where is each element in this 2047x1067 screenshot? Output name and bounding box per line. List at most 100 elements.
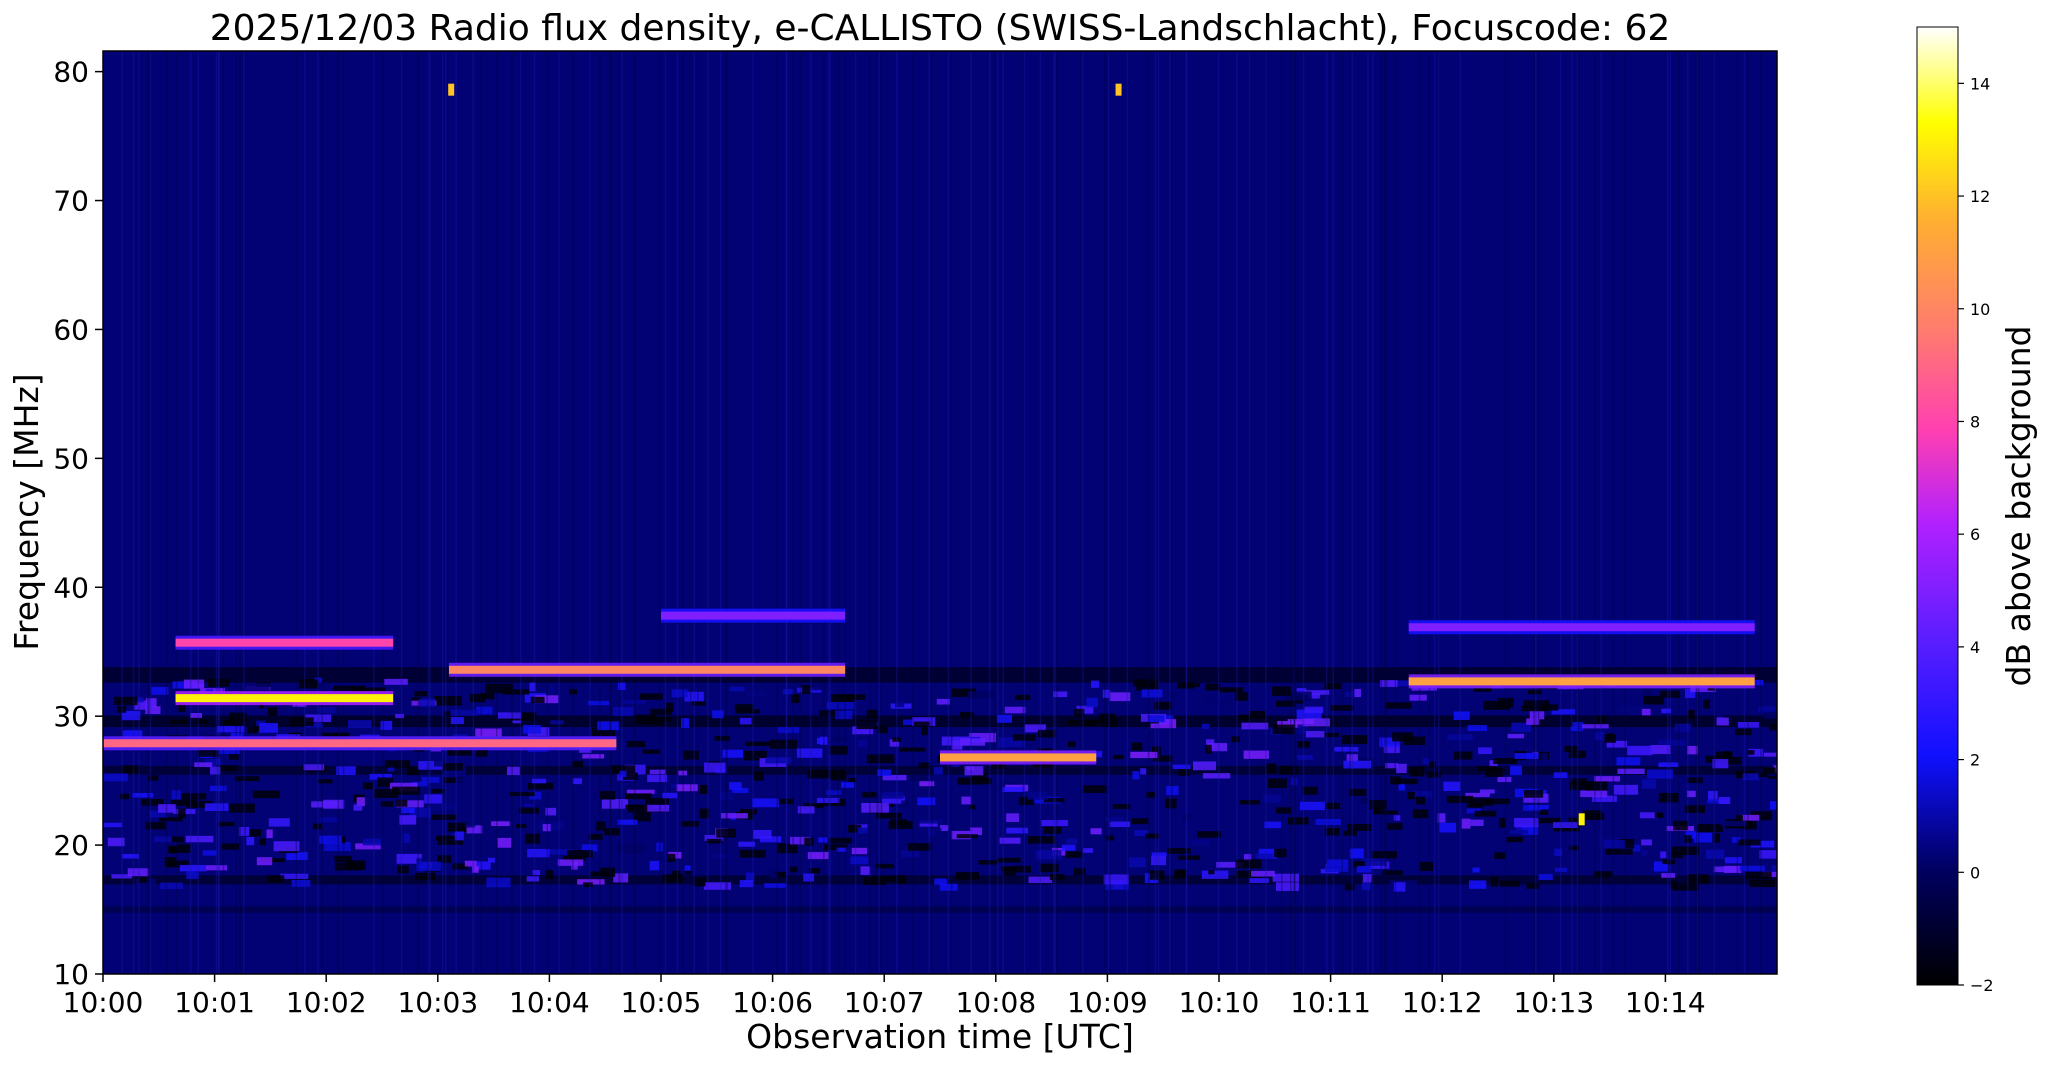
speckle <box>103 822 123 828</box>
vertical-streak <box>1505 51 1507 974</box>
vertical-streak <box>121 51 123 974</box>
vertical-streak <box>1600 51 1602 974</box>
speckle <box>103 773 128 782</box>
speckle <box>803 873 815 882</box>
speckle <box>1627 745 1653 756</box>
speckle <box>1145 833 1160 839</box>
speckle <box>1447 734 1473 741</box>
vertical-streak <box>1056 51 1058 974</box>
vertical-streak <box>989 51 991 974</box>
speckle <box>1373 810 1399 815</box>
speckle <box>699 784 708 795</box>
speckle <box>992 763 1006 769</box>
speckle <box>431 788 445 794</box>
speckle <box>1553 772 1568 779</box>
speckle <box>774 871 787 878</box>
speckle <box>1303 690 1330 695</box>
x-axis-label: Observation time [UTC] <box>746 1017 1134 1056</box>
speckle <box>305 714 332 723</box>
speckle <box>1708 790 1718 801</box>
vertical-streak <box>1697 51 1700 974</box>
speckle <box>117 706 127 713</box>
speckle <box>866 754 895 764</box>
vertical-streak <box>149 51 152 974</box>
speckle <box>1407 791 1415 800</box>
speckle <box>765 756 792 764</box>
speckle <box>1478 747 1492 754</box>
vertical-streak <box>997 51 999 974</box>
speckle <box>475 861 491 870</box>
speckle <box>996 715 1012 723</box>
x-tick-label: 10:06 <box>732 986 813 1019</box>
vertical-streak <box>1171 51 1173 974</box>
speckle <box>111 874 132 879</box>
speckle <box>599 867 616 877</box>
vertical-streak <box>799 51 802 974</box>
speckle <box>978 860 998 865</box>
speckle <box>1759 850 1777 859</box>
speckle <box>466 825 483 834</box>
speckle <box>1653 861 1668 872</box>
speckle <box>1485 767 1503 777</box>
speckle <box>522 725 541 734</box>
speckle <box>1526 883 1540 889</box>
speckle <box>234 776 260 782</box>
speckle <box>185 835 214 843</box>
speckle <box>1724 857 1742 864</box>
speckle <box>1617 768 1645 775</box>
speckle <box>591 727 616 736</box>
absorption-stripe <box>103 715 1777 728</box>
speckle <box>840 782 855 788</box>
speckle <box>290 717 314 727</box>
vertical-streak <box>197 51 200 974</box>
speckle <box>529 682 536 692</box>
speckle <box>1040 863 1059 873</box>
vertical-streak <box>373 51 375 974</box>
vertical-streak <box>1577 51 1580 974</box>
speckle <box>1043 797 1065 803</box>
speckle <box>506 766 520 776</box>
speckle <box>443 766 466 777</box>
speckle <box>1639 812 1658 819</box>
speckle <box>882 774 907 781</box>
speckle <box>1208 870 1215 875</box>
speckle <box>1723 751 1731 758</box>
y-tick-label: 10 <box>53 958 89 991</box>
speckle <box>1090 828 1102 835</box>
speckle <box>1568 750 1587 759</box>
speckle <box>1297 741 1311 748</box>
speckle <box>739 849 766 858</box>
vertical-streak <box>599 51 601 974</box>
vertical-streak <box>175 51 178 974</box>
speckle <box>396 800 424 808</box>
vertical-streak <box>417 51 419 974</box>
speckle <box>999 837 1021 844</box>
absorption-stripe <box>103 906 1777 913</box>
speckle <box>789 836 811 845</box>
speckle <box>1409 694 1427 701</box>
speckle <box>1243 750 1269 759</box>
speckle <box>1439 822 1457 833</box>
speckle <box>1671 852 1684 859</box>
speckle <box>1325 863 1349 872</box>
speckle <box>1371 851 1397 859</box>
vertical-streak <box>1367 51 1369 974</box>
vertical-streak <box>1293 51 1296 974</box>
speckle <box>1529 804 1549 810</box>
vertical-streak <box>618 51 621 974</box>
x-tick-label: 10:03 <box>397 986 478 1019</box>
speckle <box>217 821 235 827</box>
speckle <box>919 781 935 787</box>
speckle <box>1453 751 1473 760</box>
vertical-streak <box>844 51 846 974</box>
speckle <box>1109 692 1131 702</box>
speckle <box>121 765 141 774</box>
speckle <box>969 804 976 810</box>
speckle <box>743 750 767 761</box>
vertical-streak <box>1186 51 1188 974</box>
speckle <box>1320 802 1341 810</box>
speckle <box>624 793 652 800</box>
speckle <box>745 741 772 747</box>
vertical-streak <box>829 51 831 974</box>
speckle <box>1673 820 1688 831</box>
